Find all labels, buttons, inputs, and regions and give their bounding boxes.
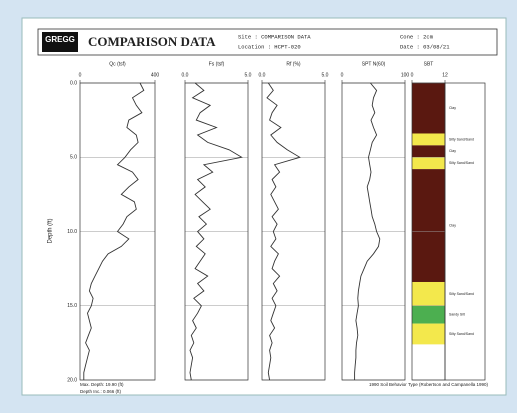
- x-tick-label: 0: [411, 72, 414, 78]
- sbt-layer: [412, 169, 445, 282]
- sbt-label: Sandy Silt: [449, 313, 465, 317]
- profile-line: [83, 82, 145, 380]
- x-tick-label: 0.0: [182, 72, 189, 78]
- profile-line: [189, 82, 243, 381]
- logo: GREGG: [45, 35, 75, 44]
- sbt-label: Clay: [449, 223, 456, 227]
- profile-line: [354, 82, 381, 380]
- x-tick-label: 100: [401, 72, 410, 78]
- panel-title: Rf (%): [286, 61, 301, 67]
- sbt-label-frame: [444, 82, 486, 381]
- y-tick-label: 0.0: [70, 80, 77, 86]
- sbt-layer: [412, 157, 445, 170]
- panel-frame: [184, 82, 249, 381]
- panel-frame: [341, 82, 406, 381]
- cone: Cone : 2cm: [400, 33, 434, 40]
- depth-inc: Depth Inc.: 0.066 (ft): [80, 389, 122, 394]
- sbt-layer: [412, 305, 445, 324]
- sbt-label: Silty Sand/Sand: [449, 332, 474, 336]
- max-depth: Max. Depth: 19.90 (ft): [80, 382, 124, 387]
- panel-frame: [261, 82, 326, 381]
- panel-title: SBT: [424, 61, 434, 67]
- x-tick-label: 12: [442, 72, 448, 78]
- chart-title: COMPARISON DATA: [88, 34, 216, 49]
- sbt-label: Silty Sand/Sand: [449, 161, 474, 165]
- sbt-layer: [412, 145, 445, 158]
- panel-title: Qc (tsf): [109, 61, 126, 67]
- header-box: [37, 28, 498, 56]
- sbt-layer: [412, 83, 445, 134]
- y-tick-label: 5.0: [70, 155, 77, 161]
- sbt-note: 1990 Soil Behavior Type (Robertson and C…: [369, 382, 488, 387]
- sbt-layer: [412, 323, 445, 345]
- y-tick-label: 10.0: [67, 229, 77, 235]
- x-tick-label: 0: [341, 72, 344, 78]
- x-tick-label: 5.0: [322, 72, 329, 78]
- panel-frame: [79, 82, 156, 381]
- location: Location : HCPT-020: [238, 43, 301, 50]
- sbt-layer: [412, 133, 445, 146]
- sbt-label: Silty Sand/Sand: [449, 292, 474, 296]
- x-tick-label: 0.0: [259, 72, 266, 78]
- logo-box: [42, 32, 78, 52]
- y-tick-label: 20.0: [67, 377, 77, 383]
- sbt-label: Silty Sand/Sand: [449, 137, 474, 141]
- sbt-layer: [412, 281, 445, 306]
- x-tick-label: 0: [79, 72, 82, 78]
- y-axis-label: Depth (ft): [48, 218, 54, 243]
- site: Site : COMPARISON DATA: [238, 33, 311, 40]
- x-tick-label: 400: [151, 72, 160, 78]
- date: Date : 03/08/21: [400, 43, 450, 50]
- panel-title: SPT N(60): [362, 61, 386, 67]
- y-tick-label: 15.0: [67, 303, 77, 309]
- x-tick-label: 5.0: [245, 72, 252, 78]
- panel-title: Fs (tsf): [209, 61, 225, 67]
- sbt-label: Clay: [449, 149, 456, 153]
- sbt-label: Clay: [449, 106, 456, 110]
- profile-line: [266, 82, 301, 381]
